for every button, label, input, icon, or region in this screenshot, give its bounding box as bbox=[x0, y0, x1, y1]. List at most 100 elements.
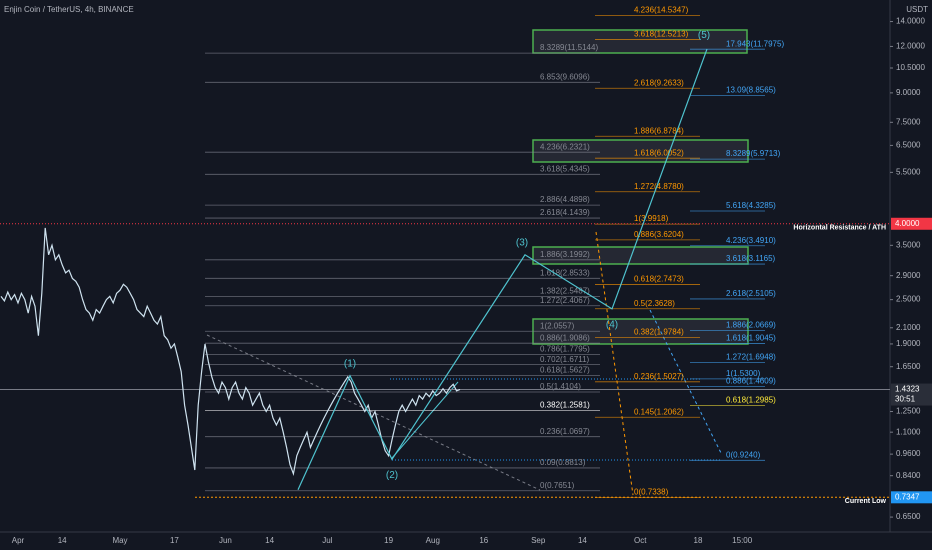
fib-label: 1.382(2.5487) bbox=[540, 287, 590, 296]
x-tick-label: 18 bbox=[694, 536, 703, 545]
fib-label: 4.236(3.4910) bbox=[726, 236, 776, 245]
price-tag bbox=[891, 383, 932, 406]
x-tick-label: Oct bbox=[634, 536, 647, 545]
price-tag-label: 0.7347 bbox=[895, 492, 920, 501]
fib-label: 1.886(2.0669) bbox=[726, 320, 776, 329]
fib-label: 0.236(1.0697) bbox=[540, 427, 590, 436]
x-tick-label: Apr bbox=[12, 536, 25, 545]
y-tick-label: 6.5000 bbox=[896, 141, 921, 150]
wave-label: (5) bbox=[698, 30, 710, 41]
y-tick-label: 9.0000 bbox=[896, 88, 921, 97]
fib-label: 8.3289(5.9713) bbox=[726, 149, 781, 158]
y-tick-label: 5.5000 bbox=[896, 167, 921, 176]
x-tick-label: 19 bbox=[384, 536, 393, 545]
dashed-trend bbox=[649, 309, 723, 456]
y-tick-label: 10.5000 bbox=[896, 63, 925, 72]
x-tick-label: 14 bbox=[58, 536, 67, 545]
y-tick-label: 1.9000 bbox=[896, 339, 921, 348]
fib-label: 0.786(1.7795) bbox=[540, 345, 590, 354]
fib-label: 0.886(3.6204) bbox=[634, 230, 684, 239]
fib-label: 1.618(6.0052) bbox=[634, 148, 684, 157]
price-line-series bbox=[0, 227, 461, 477]
guide-lines bbox=[206, 231, 723, 496]
fib-label: 1.886(6.8784) bbox=[634, 126, 684, 135]
fib-label: 1(3.9918) bbox=[634, 214, 669, 223]
wave-path bbox=[297, 48, 708, 490]
y-tick-label: 12.0000 bbox=[896, 42, 925, 51]
fib-label: 1(2.0557) bbox=[540, 321, 575, 330]
axis-unit: USDT bbox=[906, 5, 928, 14]
y-tick-label: 1.1000 bbox=[896, 427, 921, 436]
fib-label: 0.702(1.6711) bbox=[540, 355, 590, 364]
fib-label: 1.272(2.4067) bbox=[540, 296, 590, 305]
wave-label: (4) bbox=[606, 320, 618, 331]
fib-label: 1.272(4.8780) bbox=[634, 182, 684, 191]
price-note: Current Low bbox=[845, 498, 887, 505]
wave-label: (3) bbox=[516, 237, 528, 248]
fib-label: 0.886(1.9086) bbox=[540, 333, 590, 342]
fib-label: 4.236(6.2321) bbox=[540, 142, 590, 151]
fib-label: 0(0.7338) bbox=[634, 488, 669, 497]
x-tick-label: Jun bbox=[219, 536, 232, 545]
dashed-trend bbox=[206, 334, 541, 491]
target-box bbox=[532, 139, 749, 163]
y-tick-label: 1.6500 bbox=[896, 362, 921, 371]
fib-label: 17.943(11.7975) bbox=[726, 39, 784, 48]
fib-label: 1.272(1.6948) bbox=[726, 352, 776, 361]
fib-label: 3.618(5.4345) bbox=[540, 164, 590, 173]
y-tick-label: 1.2500 bbox=[896, 407, 921, 416]
fib-label: 0.5(1.4104) bbox=[540, 382, 581, 391]
y-tick-label: 2.5000 bbox=[896, 295, 921, 304]
fib-label: 3.618(12.5213) bbox=[634, 30, 689, 39]
fib-label: 8.3289(11.5144) bbox=[540, 43, 598, 52]
y-tick-label: 3.5000 bbox=[896, 240, 921, 249]
fib-label: 1(1.5300) bbox=[726, 369, 761, 378]
y-tick-label: 2.9000 bbox=[896, 271, 921, 280]
price-note: Horizontal Resistance / ATH bbox=[793, 225, 886, 232]
x-tick-label: 15:00 bbox=[732, 536, 753, 545]
wave-label: (2) bbox=[386, 470, 398, 481]
fib-label: 0(0.9240) bbox=[726, 450, 761, 459]
fib-label: 0.618(2.7473) bbox=[634, 275, 684, 284]
y-tick-label: 0.9600 bbox=[896, 449, 921, 458]
fib-label: 2.886(4.4898) bbox=[540, 195, 590, 204]
fib-label: 0.886(1.4609) bbox=[726, 376, 776, 385]
fib-label: 0(0.7651) bbox=[540, 481, 575, 490]
fib-label: 0.5(2.3628) bbox=[634, 299, 675, 308]
x-tick-label: 14 bbox=[265, 536, 274, 545]
fib-label: 2.618(9.2633) bbox=[634, 78, 684, 87]
y-tick-label: 14.0000 bbox=[896, 17, 925, 26]
fib-label: 6.853(9.6096) bbox=[540, 72, 590, 81]
fib-label: 0.145(1.2062) bbox=[634, 407, 684, 416]
price-tag-label: 4.0000 bbox=[895, 219, 920, 228]
x-tick-label: 17 bbox=[170, 536, 179, 545]
channel-line bbox=[391, 381, 459, 459]
price-tag bbox=[891, 491, 932, 504]
countdown: 30:51 bbox=[895, 395, 916, 404]
price-tag-label: 1.4323 bbox=[895, 385, 920, 394]
fib-label: 1.886(3.1992) bbox=[540, 250, 590, 259]
fib-label: 4.236(14.5347) bbox=[634, 6, 689, 15]
y-tick-label: 2.1000 bbox=[896, 323, 921, 332]
fib-label: 2.618(4.1439) bbox=[540, 208, 590, 217]
fib-label: 0.382(1.2581) bbox=[540, 401, 590, 410]
fib-label: 0.09(0.8813) bbox=[540, 458, 586, 467]
x-tick-label: May bbox=[112, 536, 127, 545]
fib-label: 1.618(2.8533) bbox=[540, 268, 590, 277]
x-tick-label: Aug bbox=[426, 536, 440, 545]
y-tick-label: 0.8400 bbox=[896, 471, 921, 480]
chart-title: Enjin Coin / TetherUS, 4h, BINANCE bbox=[4, 5, 134, 14]
fib-label: 0.382(1.9784) bbox=[634, 328, 684, 337]
fib-label: 1.618(1.9045) bbox=[726, 334, 776, 343]
fib-label: 0.618(1.2985) bbox=[726, 395, 776, 404]
dashed-trend bbox=[595, 231, 634, 496]
price-tag bbox=[891, 217, 932, 230]
fib-label: 0.236(1.5027) bbox=[634, 372, 684, 381]
fib-label: 13.09(8.8565) bbox=[726, 86, 776, 95]
fib-label: 2.618(2.5105) bbox=[726, 289, 776, 298]
wave-label: (1) bbox=[344, 358, 356, 369]
fib-label: 5.618(4.3285) bbox=[726, 201, 776, 210]
